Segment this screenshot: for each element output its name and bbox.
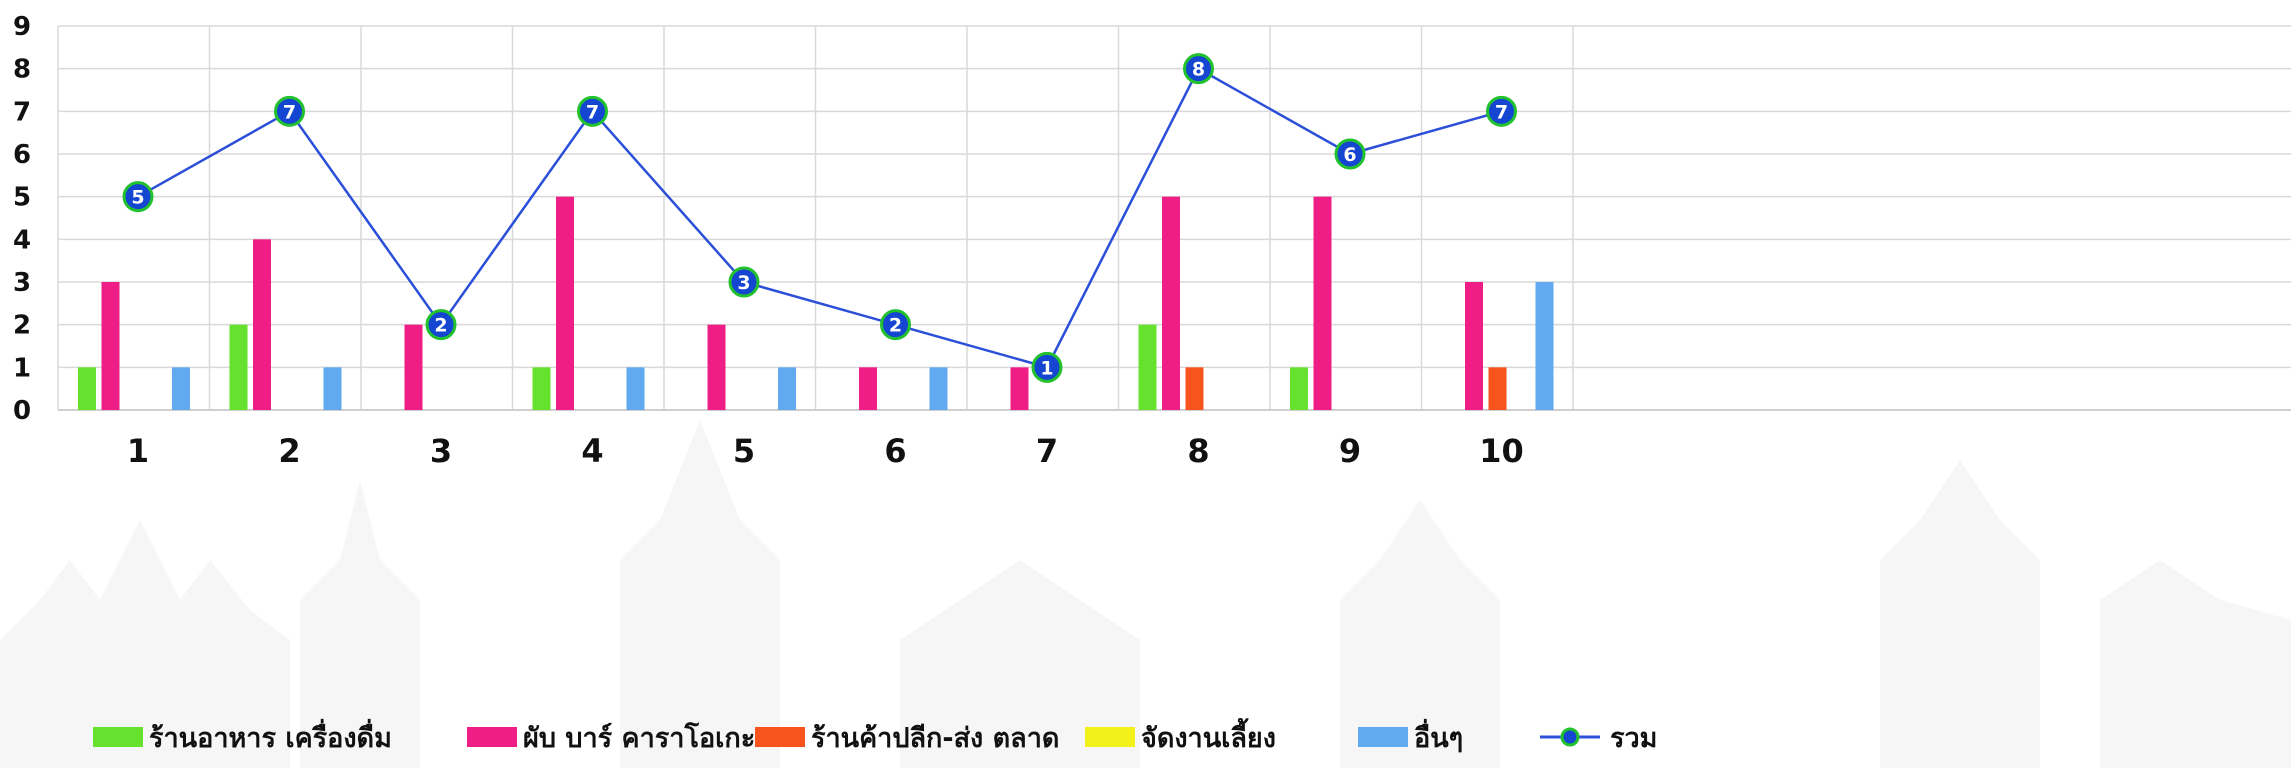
legend-label: อื่นๆ (1414, 718, 1463, 754)
legend-swatch (1358, 727, 1408, 747)
y-tick-label: 3 (13, 268, 31, 298)
background-silhouette (0, 420, 2291, 768)
total-point (1031, 351, 1063, 383)
x-tick-label: 2 (278, 432, 300, 470)
total-data-label: 1 (1040, 357, 1053, 379)
bar (1290, 367, 1308, 410)
bar (929, 367, 948, 410)
y-tick-label: 7 (13, 97, 31, 127)
bar (1535, 282, 1554, 410)
legend-label: ผับ บาร์ คาราโอเกะ (523, 721, 755, 754)
silhouette-shape (1880, 460, 2040, 768)
bar (778, 367, 796, 410)
bar (101, 282, 120, 410)
bar (1138, 324, 1157, 410)
legend-swatch (755, 727, 805, 747)
y-tick-label: 9 (13, 12, 31, 42)
total-point (1334, 138, 1366, 170)
total-point (728, 266, 760, 298)
total-point (122, 181, 154, 213)
silhouette-shape (620, 420, 780, 768)
bar (229, 324, 248, 410)
x-tick-label: 10 (1479, 432, 1524, 470)
legend: ร้านอาหาร เครื่องดื่ม ผับ บาร์ คาราโอเกะ ร… (93, 717, 1657, 754)
bar (1010, 367, 1029, 410)
y-tick-label: 8 (13, 55, 31, 85)
total-data-label: 7 (586, 101, 599, 123)
y-tick-label: 6 (13, 140, 31, 170)
x-tick-label: 4 (581, 432, 603, 470)
bar (253, 239, 271, 410)
legend-marker (1560, 727, 1580, 747)
x-tick-label: 6 (884, 432, 906, 470)
total-data-label: 3 (737, 272, 750, 294)
legend-label: จัดงานเลี้ยง (1141, 717, 1276, 754)
bar (1488, 367, 1507, 410)
bar (1465, 282, 1483, 410)
total-data-label: 8 (1192, 59, 1205, 81)
silhouette-shape (2100, 560, 2291, 768)
legend-label: รวม (1610, 723, 1657, 754)
silhouette-shape (0, 520, 290, 768)
bar (532, 367, 551, 410)
bar (323, 367, 342, 410)
bar (1185, 367, 1204, 410)
silhouette-shape (1340, 500, 1500, 768)
bar (626, 367, 645, 410)
legend-swatch (1085, 727, 1135, 747)
total-line: 5 7 2 7 3 2 1 8 6 7 (122, 53, 1517, 383)
y-tick-label: 2 (13, 311, 31, 341)
total-data-label: 2 (889, 315, 902, 337)
x-tick-label: 1 (127, 432, 149, 470)
y-tick-label: 5 (13, 183, 31, 213)
total-data-label: 7 (1495, 101, 1508, 123)
total-point (880, 309, 911, 341)
total-point (1486, 95, 1517, 127)
bar (1313, 196, 1332, 410)
total-point (577, 95, 608, 127)
total-line-path (137, 66, 1502, 369)
x-tick-label: 5 (733, 432, 755, 470)
y-axis-ticks: 0 1 2 3 4 5 6 7 8 9 (13, 12, 31, 426)
total-data-label: 5 (131, 187, 144, 209)
legend-label: ร้านอาหาร เครื่องดื่ม (149, 718, 392, 754)
silhouette-shape (300, 480, 420, 768)
bars (78, 196, 1554, 410)
total-point (425, 309, 457, 341)
bar (78, 367, 96, 410)
bar (404, 324, 423, 410)
bar (172, 367, 190, 410)
y-tick-label: 0 (13, 396, 31, 426)
bar (1162, 196, 1180, 410)
legend-swatch (467, 727, 517, 747)
legend-swatch (93, 727, 143, 747)
silhouette-shape (900, 560, 1140, 768)
legend-label: ร้านค้าปลีก-ส่ง ตลาด (811, 723, 1059, 754)
x-tick-label: 8 (1187, 432, 1209, 470)
total-point (274, 95, 305, 127)
total-data-label: 6 (1343, 144, 1356, 166)
x-axis-ticks: 1 2 3 4 5 6 7 8 9 10 (127, 432, 1524, 470)
total-data-label: 7 (283, 101, 296, 123)
y-tick-label: 1 (13, 353, 31, 383)
x-tick-label: 7 (1036, 432, 1058, 470)
x-tick-label: 9 (1339, 432, 1361, 470)
bar (707, 324, 726, 410)
bar (859, 367, 877, 410)
x-tick-label: 3 (430, 432, 452, 470)
total-data-label: 2 (434, 315, 447, 337)
total-point (1183, 53, 1214, 85)
y-tick-label: 4 (13, 225, 31, 255)
bar (556, 196, 574, 410)
